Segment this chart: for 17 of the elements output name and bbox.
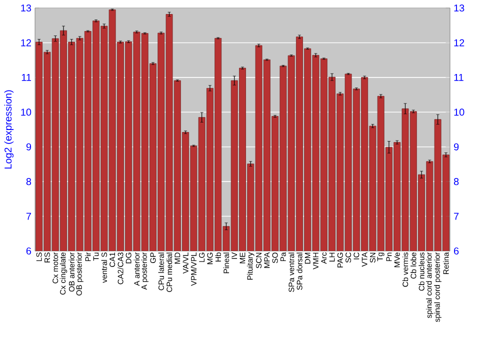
y2-tick-label: 8: [454, 178, 459, 186]
y2-tick-label: 7: [454, 212, 459, 220]
y2-tick-label: 11: [454, 74, 464, 81]
y-tick-label: 6: [26, 247, 32, 255]
y-tick-label: 12: [21, 39, 31, 46]
y-tick-label: 11: [22, 74, 32, 81]
y-tick-label: 7: [26, 212, 31, 220]
y-tick-label: 10: [21, 108, 32, 116]
y2-tick-label: 6: [454, 247, 459, 255]
y2-tick-label: 10: [454, 108, 464, 116]
y-tick-label: 9: [26, 143, 32, 150]
y2-tick-label: 12: [454, 39, 464, 46]
y2-tick-label: 13: [454, 4, 464, 12]
y2-tick-label: 9: [454, 143, 459, 150]
y-tick-label: 13: [21, 4, 32, 12]
y-axis-title: Log2 (expression): [4, 90, 14, 169]
y-tick-label: 8: [26, 178, 32, 186]
